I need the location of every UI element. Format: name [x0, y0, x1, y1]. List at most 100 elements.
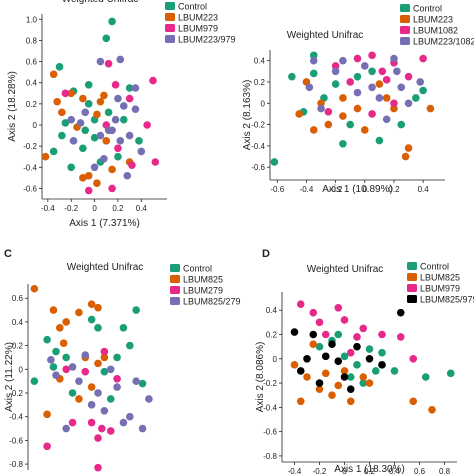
data-point — [346, 120, 355, 129]
data-point — [296, 367, 305, 375]
data-point — [113, 383, 121, 391]
legend-label: LBUM223/979 — [178, 35, 236, 45]
legend-swatch — [165, 35, 175, 43]
data-point — [309, 69, 318, 78]
data-point — [375, 80, 384, 88]
data-point — [390, 99, 398, 108]
legend-label: Control — [178, 2, 207, 12]
data-point — [397, 120, 406, 129]
data-point — [365, 379, 374, 387]
data-point — [340, 373, 349, 381]
data-point — [339, 56, 347, 65]
data-point — [331, 80, 340, 88]
y-tick-label: 0.2 — [254, 78, 266, 87]
data-point — [58, 108, 66, 117]
data-point — [315, 379, 324, 387]
y-tick-label: 0 — [261, 99, 266, 108]
y-tick-label: 0 — [33, 121, 38, 130]
legend-swatch — [407, 273, 417, 281]
data-point — [428, 405, 436, 414]
legend-swatch — [400, 15, 410, 23]
x-axis-label: Axis 1 (7.371%) — [69, 218, 140, 229]
data-point — [96, 97, 105, 106]
x-axis-label: Axis 1 (18.30%) — [334, 464, 405, 474]
data-point — [309, 51, 318, 60]
y-tick-label: 0.2 — [26, 100, 38, 109]
data-point — [396, 333, 405, 341]
y-axis-label: Axis 2 (11.22%) — [4, 342, 15, 412]
data-point — [353, 333, 361, 341]
data-point — [94, 434, 102, 442]
data-point — [397, 83, 406, 92]
data-point — [138, 424, 147, 433]
x-tick-label: -0.2 — [329, 185, 343, 194]
data-point — [353, 54, 362, 63]
data-point — [87, 383, 96, 391]
legend-label: Control — [183, 264, 212, 274]
data-point — [98, 424, 106, 433]
x-tick-label: 0 — [342, 467, 347, 474]
data-point — [75, 377, 83, 385]
data-point — [119, 102, 128, 110]
legend-swatch — [170, 286, 180, 294]
data-point — [76, 119, 85, 127]
legend-label: LBUM825/979 — [420, 295, 474, 305]
data-point — [79, 144, 87, 153]
data-point — [340, 316, 349, 324]
data-point — [41, 152, 50, 161]
data-point — [81, 367, 90, 376]
legend-swatch — [165, 24, 175, 32]
data-point — [61, 89, 70, 98]
data-point — [100, 347, 109, 356]
data-point — [87, 315, 96, 324]
legend-label: LBUM223/1082 — [413, 37, 474, 47]
data-point — [62, 424, 70, 433]
data-point — [368, 51, 376, 60]
legend-label: LBUM223 — [413, 15, 453, 25]
data-point — [52, 347, 60, 356]
data-point — [59, 339, 68, 348]
x-tick-label: -0.4 — [288, 467, 302, 474]
data-point — [321, 330, 330, 339]
data-point — [43, 442, 51, 451]
data-point — [84, 171, 93, 180]
data-point — [68, 389, 77, 397]
y-tick-label: -0.4 — [251, 142, 265, 151]
data-point — [55, 63, 64, 71]
data-point — [114, 144, 122, 153]
data-point — [87, 300, 96, 308]
data-point — [96, 57, 105, 66]
x-axis-label: Axis 1 (10.89%) — [322, 184, 393, 195]
data-point — [270, 158, 279, 166]
panel-letter: C — [4, 248, 12, 260]
data-point — [328, 391, 336, 400]
data-point — [421, 373, 430, 381]
data-point — [106, 427, 115, 435]
legend-swatch — [400, 26, 410, 34]
panel-B: -0.6 -0.4 -0.2 0 0.2 0.4 -0.6 -0.4 -0.2 0 0.2 0.4 Ax… — [242, 4, 474, 196]
data-point — [151, 158, 160, 166]
data-point — [404, 99, 413, 108]
data-point — [30, 377, 39, 385]
data-point — [324, 120, 333, 129]
panel-C: -0.8 -0.6 -0.4 -0.2 0 0.2 0.4 0.6 Axis 2 (11.22%… — [4, 248, 241, 472]
data-point — [353, 72, 362, 81]
data-point — [90, 133, 99, 142]
data-point — [309, 330, 318, 339]
legend-swatch — [165, 13, 175, 21]
data-point — [346, 397, 355, 406]
data-point — [113, 374, 121, 383]
data-point — [58, 131, 66, 140]
y-tick-label: -0.4 — [9, 413, 23, 422]
data-point — [324, 108, 333, 116]
data-point — [321, 352, 330, 361]
data-point — [125, 84, 134, 92]
y-tick-label: -0.4 — [23, 163, 37, 172]
data-point — [339, 112, 347, 120]
data-point — [106, 365, 115, 374]
data-point — [100, 155, 108, 163]
data-point — [359, 379, 368, 387]
y-tick-label: 0.2 — [12, 342, 24, 351]
data-point — [49, 147, 58, 156]
